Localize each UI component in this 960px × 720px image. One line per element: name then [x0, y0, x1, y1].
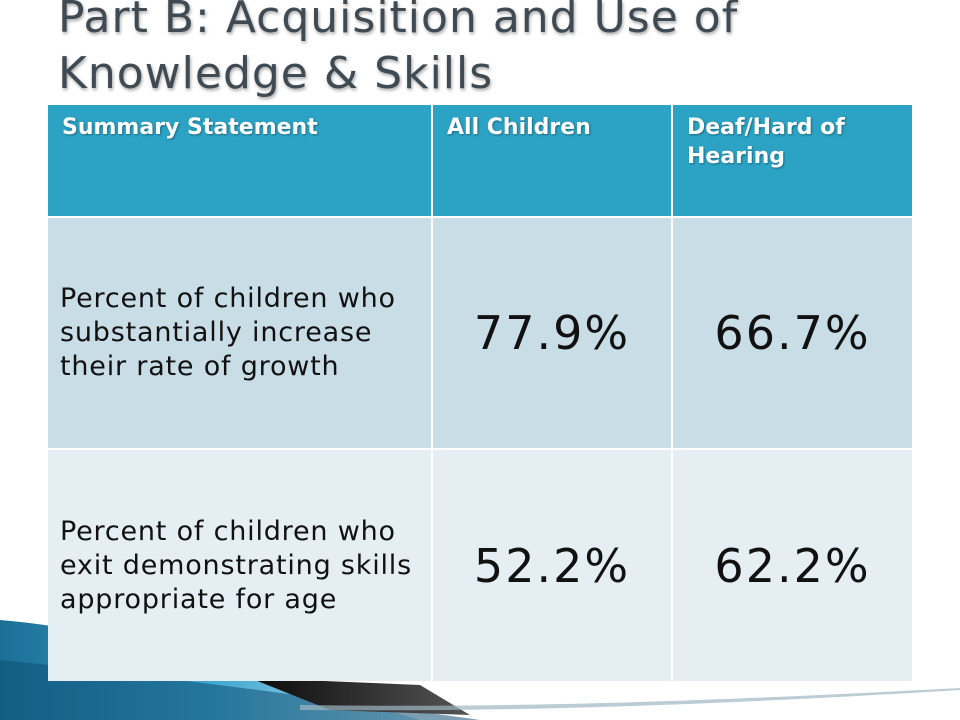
- row-statement: Percent of children who exit demonstrati…: [48, 448, 433, 681]
- row-value-deaf-hard-of-hearing: 62.2%: [672, 448, 912, 681]
- row-value-deaf-hard-of-hearing: 66.7%: [672, 216, 912, 449]
- slide-title: Part B: Acquisition and Use of Knowledge…: [58, 0, 739, 99]
- row-statement: Percent of children who substantially in…: [48, 216, 433, 449]
- summary-table: Summary Statement All Children Deaf/Hard…: [48, 105, 912, 681]
- header-deaf-hard-of-hearing: Deaf/Hard of Hearing: [672, 105, 912, 217]
- row-value-all-children: 52.2%: [432, 448, 673, 681]
- table-row: Percent of children who exit demonstrati…: [48, 448, 912, 681]
- header-summary-statement: Summary Statement: [48, 105, 433, 217]
- table-header-row: Summary Statement All Children Deaf/Hard…: [48, 105, 912, 217]
- row-value-all-children: 77.9%: [432, 216, 673, 449]
- table-row: Percent of children who substantially in…: [48, 216, 912, 449]
- header-all-children: All Children: [432, 105, 673, 217]
